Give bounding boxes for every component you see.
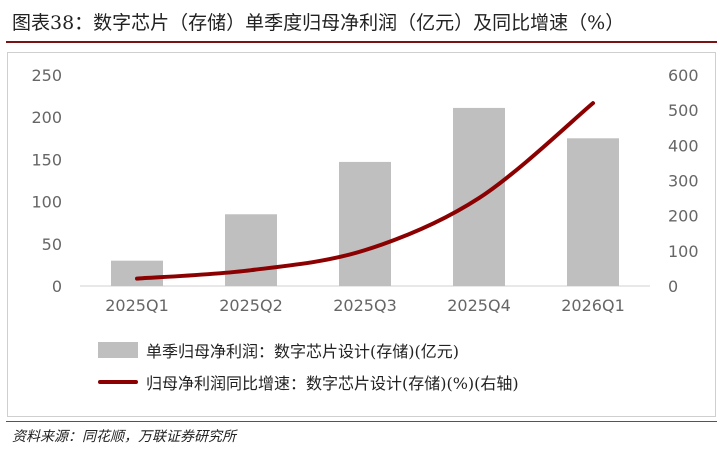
- bar: [111, 260, 163, 286]
- y-left-tick-label: 0: [52, 277, 62, 296]
- series-line: [135, 101, 595, 281]
- x-tick-label: 2025Q1: [105, 296, 169, 315]
- y-right-tick-label: 500: [668, 101, 699, 120]
- legend-bar-swatch: [98, 342, 138, 358]
- y-left-tick-label: 150: [31, 150, 62, 169]
- bar: [225, 214, 277, 286]
- y-right-tick-label: 100: [668, 242, 699, 261]
- y-right-tick-label: 300: [668, 172, 699, 191]
- page-title: 图表38：数字芯片（存储）单季度归母净利润（亿元）及同比增速（%）: [12, 12, 625, 34]
- source-note: 资料来源：同花顺，万联证券研究所: [12, 429, 236, 445]
- legend-line-label: 归母净利润同比增速：数字芯片设计(存储)(%)(右轴): [146, 374, 519, 393]
- title-divider: [6, 41, 717, 43]
- y-left-tick-label: 50: [42, 235, 62, 254]
- x-tick-label: 2025Q2: [219, 296, 283, 315]
- x-tick-label: 2026Q1: [561, 296, 625, 315]
- legend-bar-label: 单季归母净利润：数字芯片设计(存储)(亿元): [146, 342, 459, 361]
- y-right-tick-label: 600: [668, 66, 699, 85]
- y-left-tick-label: 250: [31, 66, 62, 85]
- y-right-tick-label: 200: [668, 207, 699, 226]
- bar: [339, 161, 391, 286]
- legend-item-line: 归母净利润同比增速：数字芯片设计(存储)(%)(右轴): [98, 370, 519, 394]
- x-tick-label: 2025Q4: [447, 296, 511, 315]
- chart-frame: [7, 52, 716, 417]
- legend-item-bar: 单季归母净利润：数字芯片设计(存储)(亿元): [98, 338, 459, 362]
- legend-line-swatch: [98, 380, 138, 384]
- y-right-tick-label: 0: [668, 277, 678, 296]
- y-left-tick-label: 100: [31, 193, 62, 212]
- footer-divider: [6, 421, 717, 422]
- x-tick-label: 2025Q3: [333, 296, 397, 315]
- y-right-tick-label: 400: [668, 136, 699, 155]
- chart: 0 50 100 150 200 250 0 100 200 300 400 500 600 2025Q1…: [31, 66, 699, 315]
- bar: [567, 138, 619, 286]
- y-left-tick-label: 200: [31, 108, 62, 127]
